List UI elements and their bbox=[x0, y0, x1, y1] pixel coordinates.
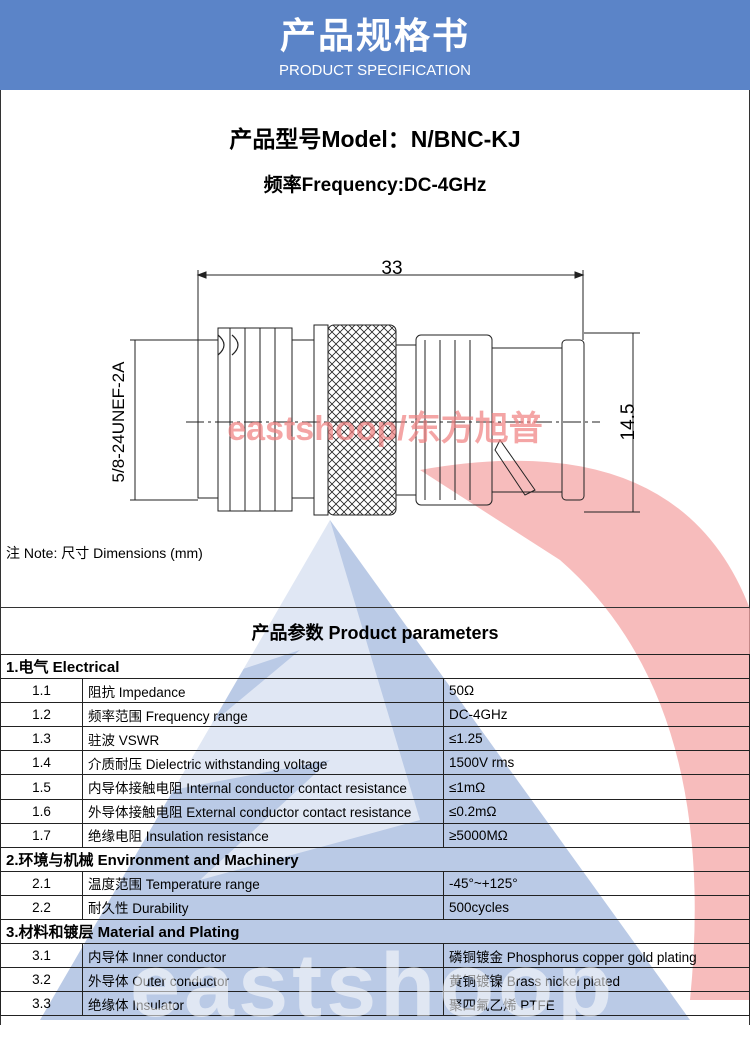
parameter-value: 1500V rms bbox=[443, 750, 750, 776]
row-number: 1.7 bbox=[0, 822, 83, 848]
section-title: 2.环境与机械 Environment and Machinery bbox=[0, 846, 750, 872]
drawing-watermark: eastshoop/东方旭普 bbox=[227, 409, 542, 448]
table-row: 1.1 阻抗 Impedance 50Ω bbox=[0, 678, 750, 704]
parameter-name: 频率范围 Frequency range bbox=[82, 702, 444, 728]
parameter-value: DC-4GHz bbox=[443, 702, 750, 728]
parameter-name: 介质耐压 Dielectric withstanding voltage bbox=[82, 750, 444, 776]
parameter-name: 驻波 VSWR bbox=[82, 726, 444, 752]
row-number: 3.2 bbox=[0, 967, 83, 993]
section-title: 1.电气 Electrical bbox=[0, 653, 750, 680]
table-row: 3.3 绝缘体 Insulator 聚四氟乙烯 PTFE bbox=[0, 991, 750, 1017]
divider bbox=[0, 607, 750, 608]
length-dimension: 33 bbox=[381, 258, 402, 279]
table-row: 1.2 频率范围 Frequency range DC-4GHz bbox=[0, 702, 750, 728]
row-number: 2.1 bbox=[0, 870, 83, 896]
frequency-heading: 频率Frequency:DC-4GHz bbox=[263, 175, 487, 196]
parameter-name: 耐久性 Durability bbox=[82, 894, 444, 921]
parameter-name: 外导体接触电阻 External conductor contact resis… bbox=[82, 798, 444, 824]
parameter-value: ≤1.25 bbox=[443, 726, 750, 752]
parameter-name: 绝缘体 Insulator bbox=[82, 991, 444, 1017]
row-number: 1.6 bbox=[0, 798, 83, 824]
parameter-value: 50Ω bbox=[443, 678, 750, 704]
table-row: 1.5 内导体接触电阻 Internal conductor contact re… bbox=[0, 774, 750, 800]
table-row: 2.2 耐久性 Durability 500cycles bbox=[0, 894, 750, 921]
row-number: 2.2 bbox=[0, 894, 83, 921]
table-row: 1.3 驻波 VSWR ≤1.25 bbox=[0, 726, 750, 752]
section-header: 3.材料和镀层 Material and Plating bbox=[0, 919, 750, 945]
page-subtitle: PRODUCT SPECIFICATION bbox=[279, 62, 471, 79]
parameter-name: 阻抗 Impedance bbox=[82, 678, 444, 704]
dimension-note: 注 Note: 尺寸 Dimensions (mm) bbox=[6, 545, 203, 561]
table-row: 1.7 绝缘电阻 Insulation resistance ≥5000MΩ bbox=[0, 822, 750, 848]
page-title: 产品规格书 bbox=[279, 15, 470, 56]
diameter-dimension: 14.5 bbox=[618, 404, 639, 441]
row-number: 3.1 bbox=[0, 943, 83, 969]
table-row: 3.2 外导体 Outer conductor 黄铜镀镍 Brass nickel … bbox=[0, 967, 750, 993]
row-number: 1.4 bbox=[0, 750, 83, 776]
parameter-name: 温度范围 Temperature range bbox=[82, 870, 444, 896]
table-watermark: eastshoop bbox=[130, 936, 617, 1036]
parameter-name: 绝缘电阻 Insulation resistance bbox=[82, 822, 444, 848]
section-header: 2.环境与机械 Environment and Machinery bbox=[0, 846, 750, 872]
parameter-value: ≥5000MΩ bbox=[443, 822, 750, 848]
parameter-name: 内导体接触电阻 Internal conductor contact resis… bbox=[82, 774, 444, 800]
parameter-value: 500cycles bbox=[443, 894, 750, 921]
parameter-value: 黄铜镀镍 Brass nickel plated bbox=[443, 967, 750, 993]
row-number: 1.2 bbox=[0, 702, 83, 728]
table-row: 1.4 介质耐压 Dielectric withstanding voltage 1… bbox=[0, 750, 750, 776]
row-number: 1.5 bbox=[0, 774, 83, 800]
parameter-name: 内导体 Inner conductor bbox=[82, 943, 444, 969]
thread-label: 5/8-24UNEF-2A bbox=[109, 361, 128, 483]
params-title: 产品参数 Product parameters bbox=[251, 623, 499, 643]
parameter-value: -45°~+125° bbox=[443, 870, 750, 896]
row-number: 3.3 bbox=[0, 991, 83, 1017]
header-banner: 产品规格书 PRODUCT SPECIFICATION bbox=[0, 0, 750, 90]
parameter-value: 聚四氟乙烯 PTFE bbox=[443, 991, 750, 1017]
table-row: 1.6 外导体接触电阻 External conductor contact re… bbox=[0, 798, 750, 824]
parameter-value: ≤1mΩ bbox=[443, 774, 750, 800]
parameter-value: ≤0.2mΩ bbox=[443, 798, 750, 824]
model-heading: 产品型号Model：N/BNC-KJ bbox=[229, 126, 521, 152]
section-header: 1.电气 Electrical bbox=[0, 653, 750, 680]
row-number: 1.3 bbox=[0, 726, 83, 752]
table-row: 2.1 温度范围 Temperature range -45°~+125° bbox=[0, 870, 750, 896]
parameter-name: 外导体 Outer conductor bbox=[82, 967, 444, 993]
connector-drawing: 33 14.5 5/8-24UNEF-2A eastshoop/东方旭普 bbox=[109, 258, 640, 516]
params-table: 1.电气 Electrical 1.1 阻抗 Impedance 50Ω 1.2 频率范围… bbox=[0, 653, 750, 1017]
section-title: 3.材料和镀层 Material and Plating bbox=[0, 919, 750, 945]
row-number: 1.1 bbox=[0, 678, 83, 704]
